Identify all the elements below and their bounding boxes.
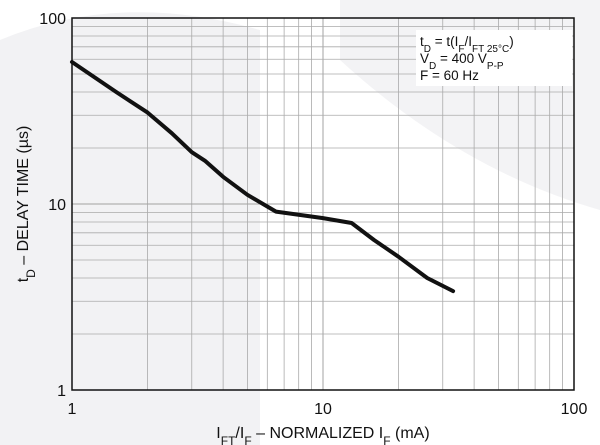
y-tick-label: 1: [57, 383, 66, 400]
y-tick-label: 10: [48, 197, 66, 214]
annotation-background: [416, 30, 572, 86]
x-axis-label: IFT/IF – NORMALIZED IF (mA): [216, 425, 429, 445]
y-axis-label: tD – DELAY TIME (µs): [15, 126, 38, 283]
plot-frame: [71, 17, 575, 391]
x-tick-label: 1: [68, 401, 77, 418]
x-tick-label: 100: [561, 401, 588, 418]
annotation-box: tD = t(IF/IFT 25°C)VD = 400 VP-PF = 60 H…: [416, 30, 572, 86]
y-tick-label: 100: [39, 11, 66, 28]
annotation-line-2: VD = 400 VP-P: [420, 51, 504, 72]
tick-labels: 1 10 100 1 10 100: [39, 11, 587, 418]
series-line: [70, 60, 456, 294]
annotation-line-3: F = 60 Hz: [420, 68, 479, 83]
x-tick-label: 10: [314, 401, 332, 418]
series-group: [70, 60, 456, 294]
annotation-line-1: tD = t(IF/IFT 25°C): [420, 34, 514, 55]
